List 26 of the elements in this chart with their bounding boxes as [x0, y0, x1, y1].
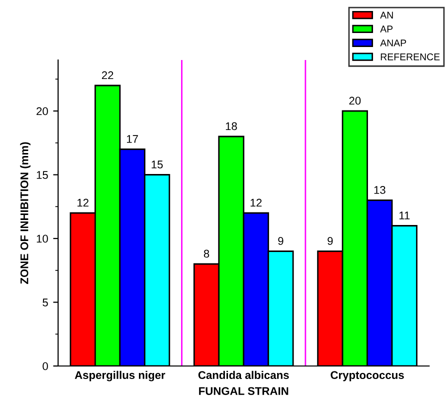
- legend-label: AP: [380, 26, 393, 32]
- data-label: 13: [374, 186, 386, 194]
- data-label: 9: [328, 237, 333, 245]
- legend-label: AN: [380, 12, 393, 18]
- y-tick-label: 15: [36, 171, 48, 179]
- y-axis-title: ZONE OF INHIBITION (mm): [20, 142, 30, 284]
- data-label: 11: [399, 212, 410, 220]
- data-label: 17: [126, 135, 138, 143]
- x-tick-label: Candida albicans: [198, 370, 289, 380]
- data-label: 15: [152, 160, 163, 168]
- data-label: 9: [278, 237, 284, 245]
- legend-label: ANAP: [380, 40, 406, 46]
- x-axis-title: FUNGAL STRAIN: [199, 387, 288, 395]
- y-tick-label: 0: [42, 362, 48, 370]
- y-tick-label: 10: [36, 234, 48, 243]
- data-label: 18: [226, 122, 237, 130]
- data-label: 20: [349, 96, 361, 105]
- data-label: 12: [250, 198, 262, 207]
- x-tick-label: Cryptococcus: [330, 371, 404, 382]
- data-label: 8: [204, 250, 210, 258]
- y-tick-label: 20: [36, 107, 48, 116]
- legend-label: REFERENCE: [380, 53, 440, 60]
- data-label: 22: [102, 71, 114, 80]
- data-label: 12: [78, 198, 88, 207]
- x-tick-label: Aspergillus niger: [74, 370, 166, 382]
- y-tick-label: 5: [42, 298, 48, 306]
